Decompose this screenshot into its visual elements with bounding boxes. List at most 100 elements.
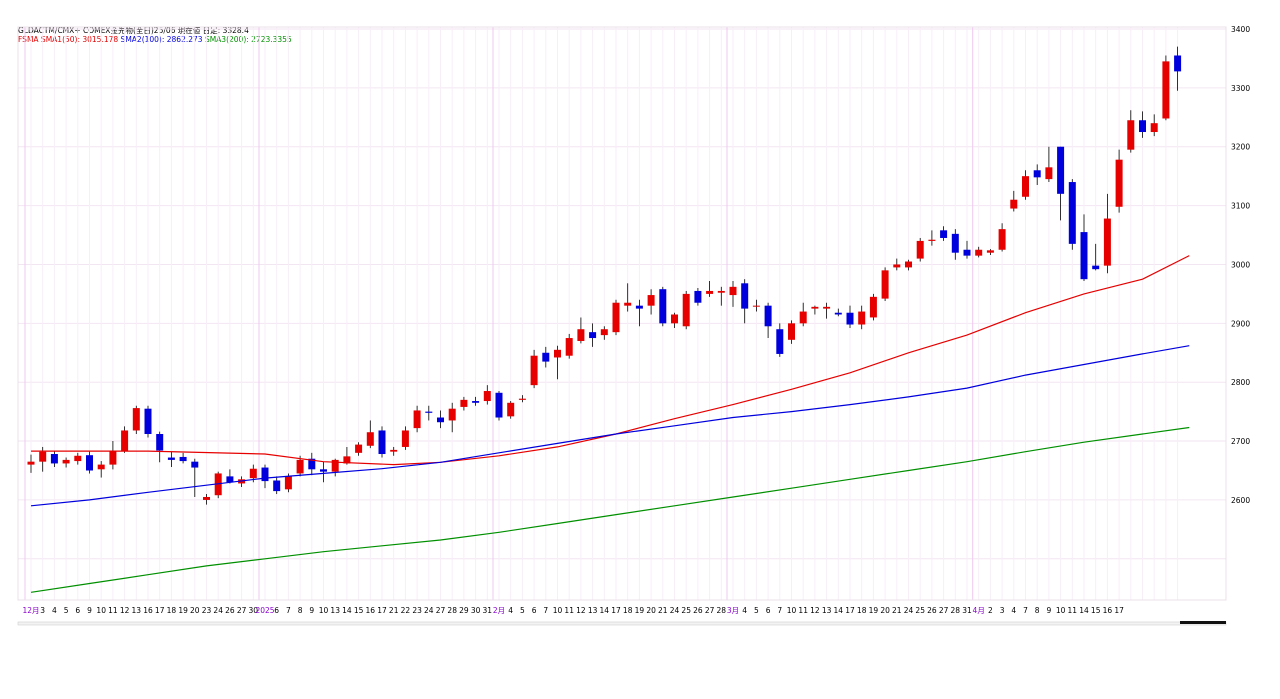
chart-header-indicators: FSMA SMA1(50): 3015.178 SMA2(100): 2862.… <box>18 35 292 44</box>
x-tick-label: 20 <box>190 606 200 615</box>
candle-body <box>554 349 561 358</box>
x-tick-label: 23 <box>202 606 212 615</box>
x-tick-label: 17 <box>377 606 387 615</box>
candle-body <box>1103 218 1111 266</box>
candle-body <box>682 293 690 327</box>
candle-body <box>448 408 456 421</box>
candle-body <box>74 455 82 462</box>
candle-body <box>577 329 585 341</box>
candle-body <box>401 430 409 447</box>
x-tick-label: 4 <box>742 606 747 615</box>
candle-body <box>355 444 363 453</box>
x-tick-label: 4 <box>52 606 57 615</box>
candle-body <box>249 468 257 479</box>
candle-body <box>694 290 702 303</box>
x-tick-label: 9 <box>87 606 92 615</box>
x-tick-label: 14 <box>1079 606 1089 615</box>
candle-body <box>1174 55 1182 72</box>
candle-body <box>1022 176 1029 197</box>
sma-line <box>31 255 1190 466</box>
x-tick-label: 16 <box>143 606 153 615</box>
x-tick-label: 7 <box>543 606 548 615</box>
candle-body <box>823 306 831 309</box>
candle-body <box>507 402 515 417</box>
y-tick-label: 2800 <box>1231 378 1250 387</box>
x-tick-label: 18 <box>857 606 867 615</box>
candle-body <box>1080 232 1088 280</box>
x-tick-label: 4月 <box>973 606 985 615</box>
candle-body <box>776 329 784 354</box>
candle-body <box>331 459 339 472</box>
x-tick-label: 24 <box>424 606 434 615</box>
candle-body <box>1150 123 1158 133</box>
x-tick-label: 9 <box>309 606 314 615</box>
x-tick-label: 19 <box>869 606 879 615</box>
x-tick-label: 21 <box>389 606 399 615</box>
candle-body <box>86 455 93 471</box>
x-tick-label: 21 <box>658 606 668 615</box>
plot-border <box>17 26 1227 601</box>
x-tick-label: 17 <box>1114 606 1124 615</box>
x-tick-label: 25 <box>681 606 691 615</box>
x-tick-label: 24 <box>904 606 914 615</box>
x-tick-label: 4 <box>508 606 513 615</box>
x-tick-label: 21 <box>892 606 902 615</box>
candle-body <box>132 408 140 431</box>
candle-body <box>951 233 959 253</box>
candle-body <box>483 391 491 402</box>
x-tick-label: 11 <box>564 606 574 615</box>
candle-body <box>905 261 912 268</box>
candle-body <box>390 449 398 452</box>
y-tick-label: 3000 <box>1231 260 1250 269</box>
x-tick-label: 26 <box>927 606 937 615</box>
candle-body <box>378 430 386 455</box>
candle-body <box>156 433 164 451</box>
x-tick-label: 8 <box>298 606 303 615</box>
candle-body <box>671 314 678 324</box>
candle-body <box>565 338 573 356</box>
x-tick-label: 9 <box>1047 606 1052 615</box>
x-tick-label: 14 <box>342 606 352 615</box>
candle-body <box>986 250 994 253</box>
y-tick-label: 3300 <box>1231 84 1250 93</box>
x-tick-label: 10 <box>553 606 563 615</box>
candle-body <box>261 467 269 482</box>
x-tick-label: 30 <box>249 606 259 615</box>
y-tick-label: 3100 <box>1231 202 1250 211</box>
x-tick-label: 13 <box>588 606 598 615</box>
x-tick-label: 5 <box>520 606 525 615</box>
candle-body <box>635 305 643 309</box>
x-tick-label: 29 <box>459 606 469 615</box>
candle-body <box>62 459 70 464</box>
candle-body <box>647 295 655 306</box>
x-tick-label: 14 <box>600 606 610 615</box>
candle-body <box>975 249 983 256</box>
x-tick-label: 2 <box>988 606 993 615</box>
x-tick-label: 18 <box>167 606 177 615</box>
x-tick-label: 5 <box>754 606 759 615</box>
candle-body <box>741 283 749 309</box>
candle-body <box>284 476 292 490</box>
x-tick-label: 12月 <box>22 606 39 615</box>
x-tick-label: 17 <box>845 606 855 615</box>
candle-body <box>97 464 105 470</box>
x-tick-label: 27 <box>705 606 715 615</box>
x-tick-label: 28 <box>717 606 727 615</box>
legend-entry: SMA3(200): 2723.3355 <box>202 35 292 44</box>
candle-body <box>203 496 210 500</box>
scrollbar-thumb[interactable] <box>1180 621 1226 624</box>
legend-entry: SMA1(50): 3015.178 <box>38 35 119 44</box>
candle-body <box>764 305 772 327</box>
candle-body <box>179 456 187 462</box>
y-tick-label: 2900 <box>1231 319 1250 328</box>
candle-body <box>191 461 199 468</box>
x-tick-label: 11 <box>108 606 118 615</box>
candle-body <box>869 296 877 318</box>
x-tick-label: 13 <box>822 606 832 615</box>
x-tick-label: 8 <box>1035 606 1040 615</box>
candle-body <box>437 417 444 423</box>
candle-body <box>811 306 819 309</box>
candle-body <box>881 270 889 299</box>
candle-body <box>425 411 433 413</box>
candle-body <box>413 410 421 429</box>
